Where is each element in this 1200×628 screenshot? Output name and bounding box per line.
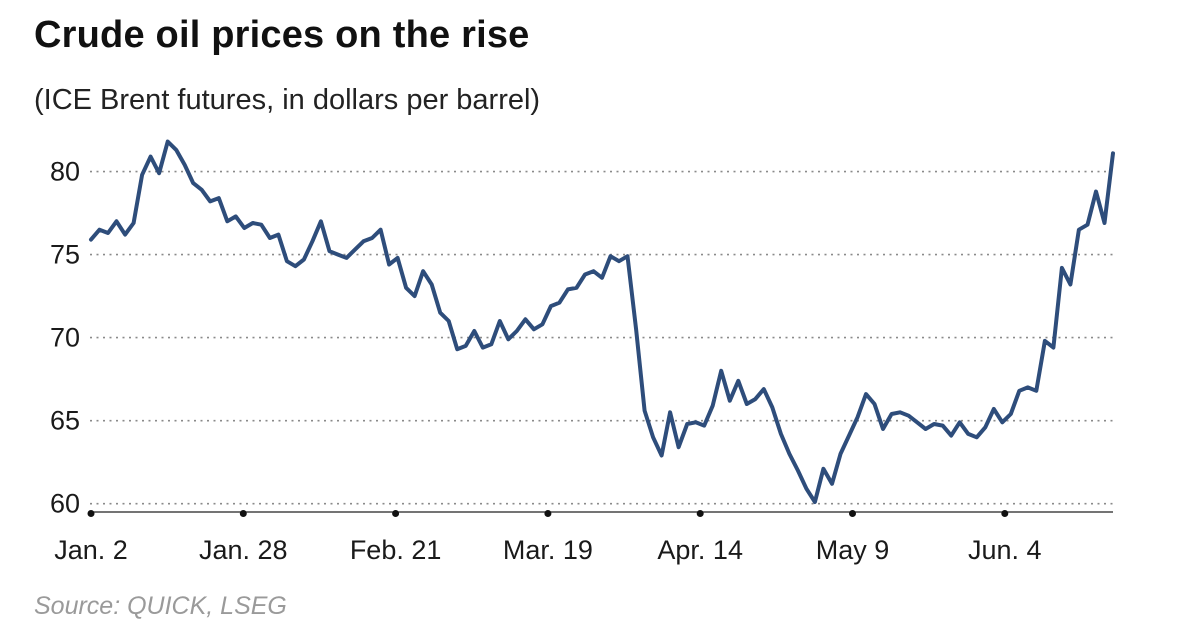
x-tick-label: Mar. 19	[503, 535, 593, 565]
x-tick-mark	[544, 510, 552, 517]
chart-title: Crude oil prices on the rise	[34, 14, 530, 56]
x-tick-mark	[392, 510, 400, 517]
x-tick-label: Jun. 4	[968, 535, 1042, 565]
y-tick-label-75: 75	[50, 240, 80, 270]
gridlines	[90, 170, 1113, 505]
x-tick-mark	[239, 510, 247, 517]
x-tick-label: Feb. 21	[350, 535, 442, 565]
y-tick-label-70: 70	[50, 323, 80, 353]
x-tick-label: Jan. 28	[199, 535, 288, 565]
x-tick-label: Jan. 2	[54, 535, 128, 565]
y-tick-label-80: 80	[50, 157, 80, 187]
y-tick-label-60: 60	[50, 489, 80, 519]
series-group	[89, 139, 1115, 504]
x-tick-mark	[849, 510, 856, 517]
x-tick-mark	[696, 510, 704, 517]
x-axis-tick-labels: Jan. 2 Jan. 28 Feb. 21 Mar. 19 Apr. 14 May 9 J…	[54, 535, 1041, 565]
y-axis-tick-labels: 60 65 70 75 80	[50, 157, 80, 519]
x-tick-label: Apr. 14	[657, 535, 743, 565]
x-tick-label: May 9	[816, 535, 890, 565]
x-tick-mark	[87, 510, 95, 517]
x-tick-mark	[1001, 510, 1009, 517]
x-axis	[87, 510, 1113, 517]
chart-subtitle: (ICE Brent futures, in dollars per barre…	[34, 84, 541, 116]
series-line-0	[89, 139, 1115, 504]
y-tick-label-65: 65	[50, 406, 80, 436]
source-note: Source: QUICK, LSEG	[34, 592, 287, 620]
